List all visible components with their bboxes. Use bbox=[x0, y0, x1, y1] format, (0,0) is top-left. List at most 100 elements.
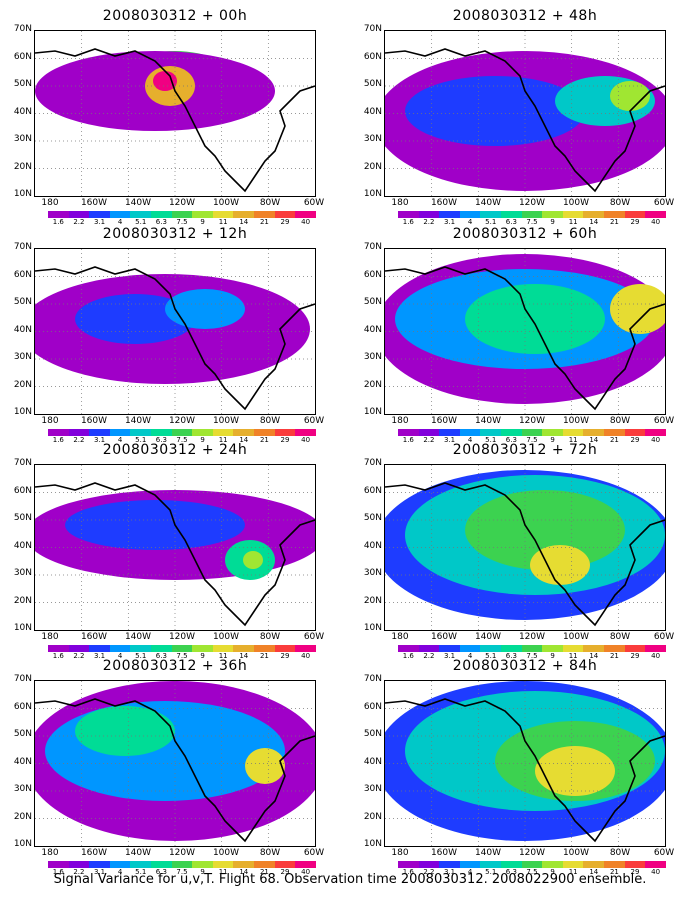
longitude-label: 60W bbox=[303, 198, 325, 208]
colorbar-label: 21 bbox=[609, 652, 619, 660]
coastline bbox=[35, 482, 315, 627]
colorbar-label: 29 bbox=[280, 218, 290, 226]
colorbar-swatch bbox=[274, 861, 296, 868]
longitude-label: 140W bbox=[474, 632, 502, 642]
latitude-label: 40N bbox=[13, 756, 32, 767]
colorbar-swatch bbox=[171, 645, 193, 652]
latitude-label: 70N bbox=[363, 458, 382, 468]
variance-field bbox=[35, 249, 315, 414]
colorbar-swatch bbox=[562, 429, 584, 436]
map-panel: 2008030312 + 12h 70N 60N 50N 40N 30N 20N 10N 180… bbox=[0, 226, 330, 444]
colorbar-swatch bbox=[418, 429, 440, 436]
colorbar-label: 4 bbox=[117, 436, 123, 444]
colorbar-swatch bbox=[48, 645, 69, 652]
colorbar-label: 6.3 bbox=[155, 868, 167, 876]
colorbar-labels: 1.6 2.2 3.1 4 5.1 6.3 7.5 9 11 14 21 29 40 bbox=[48, 436, 316, 446]
colorbar bbox=[398, 211, 666, 218]
colorbar-labels: 1.6 2.2 3.1 4 5.1 6.3 7.5 9 11 14 21 29 40 bbox=[48, 218, 316, 228]
colorbar-swatch bbox=[254, 211, 275, 218]
colorbar-label: 7.5 bbox=[176, 652, 188, 660]
panel-title: 2008030312 + 00h bbox=[102, 8, 248, 24]
colorbar-label: 11 bbox=[568, 218, 578, 226]
colorbar-label: 3.1 bbox=[443, 868, 456, 876]
colorbar-label: 9 bbox=[550, 436, 555, 444]
longitude-label: 100W bbox=[212, 848, 240, 858]
colorbar-label: 1.6 bbox=[52, 868, 64, 876]
colorbar-swatch bbox=[439, 211, 460, 218]
map-panel: 2008030312 + 48h 70N 60N 50N 40N 30N 20N 10N 180… bbox=[350, 8, 680, 226]
colorbar-swatch bbox=[398, 211, 419, 218]
longitude-label: 180 bbox=[391, 416, 409, 426]
colorbar-swatch bbox=[459, 211, 481, 218]
coastline bbox=[385, 698, 665, 843]
variance-field bbox=[35, 465, 315, 630]
latitude-label: 20N bbox=[13, 379, 32, 390]
colorbar-swatch bbox=[398, 861, 419, 868]
colorbar-label: 1.6 bbox=[402, 218, 414, 226]
colorbar-swatch bbox=[480, 429, 502, 436]
longitude-label: 180 bbox=[41, 848, 59, 858]
coastline bbox=[385, 48, 665, 193]
colorbar-swatch bbox=[604, 211, 625, 218]
longitude-label: 180 bbox=[41, 198, 59, 208]
longitude-label: 100W bbox=[562, 632, 590, 642]
longitude-label: 80W bbox=[259, 632, 281, 642]
colorbar-swatch bbox=[48, 861, 69, 868]
colorbar-swatch bbox=[109, 861, 131, 868]
colorbar-label: 29 bbox=[280, 652, 290, 660]
colorbar-label: 2.2 bbox=[423, 868, 435, 876]
longitude-label: 120W bbox=[168, 848, 196, 858]
latitude-label: 70N bbox=[13, 674, 32, 684]
colorbar-swatch bbox=[439, 429, 460, 436]
latitude-label: 50N bbox=[13, 513, 32, 523]
longitude-label: 160W bbox=[80, 198, 108, 208]
colorbar-swatch bbox=[439, 861, 460, 868]
map-panel: 2008030312 + 72h 70N 60N 50N 40N 30N 20N 10N 180… bbox=[350, 442, 680, 660]
colorbar-label: 9 bbox=[550, 652, 555, 660]
colorbar-label: 9 bbox=[550, 868, 555, 876]
colorbar-swatch bbox=[418, 645, 440, 652]
colorbar-swatch bbox=[130, 645, 152, 652]
variance-contour bbox=[75, 706, 175, 756]
colorbar-label: 3.1 bbox=[93, 436, 106, 444]
colorbar-label: 9 bbox=[200, 868, 205, 876]
colorbar-swatch bbox=[192, 861, 213, 868]
colorbar-label: 21 bbox=[259, 652, 269, 660]
variance-contour bbox=[165, 289, 245, 329]
colorbar-label: 6.3 bbox=[505, 652, 517, 660]
colorbar-swatch bbox=[48, 211, 69, 218]
colorbar-label: 2.2 bbox=[423, 218, 435, 226]
longitude-label: 80W bbox=[609, 416, 631, 426]
colorbar-swatch bbox=[68, 429, 90, 436]
colorbar-swatch bbox=[604, 861, 625, 868]
colorbar-label: 21 bbox=[609, 218, 619, 226]
figure-caption: Signal Variance for u,v,T. Flight 68. Ob… bbox=[53, 872, 647, 887]
map-area bbox=[34, 680, 316, 847]
colorbar-label: 29 bbox=[280, 436, 290, 444]
colorbar-labels: 1.6 2.2 3.1 4 5.1 6.3 7.5 9 11 14 21 29 40 bbox=[398, 218, 666, 228]
colorbar-label: 1.6 bbox=[52, 218, 64, 226]
colorbar-swatch bbox=[398, 645, 419, 652]
panel-title: 2008030312 + 48h bbox=[452, 8, 598, 24]
longitude-label: 160W bbox=[80, 416, 108, 426]
longitude-label: 100W bbox=[212, 198, 240, 208]
longitude-label: 140W bbox=[474, 416, 502, 426]
longitude-label: 140W bbox=[124, 848, 152, 858]
colorbar-swatch bbox=[109, 645, 131, 652]
colorbar-label: 1.6 bbox=[52, 436, 64, 444]
colorbar-swatch bbox=[439, 645, 460, 652]
colorbar-swatch bbox=[418, 211, 440, 218]
colorbar-label: 7.5 bbox=[176, 436, 188, 444]
colorbar-label: 5.1 bbox=[135, 218, 147, 226]
longitude-label: 60W bbox=[653, 632, 675, 642]
colorbar-swatch bbox=[398, 429, 419, 436]
colorbar-label: 14 bbox=[589, 218, 599, 226]
colorbar-swatch bbox=[645, 429, 666, 436]
colorbar-swatch bbox=[459, 861, 481, 868]
colorbar-swatch bbox=[212, 861, 234, 868]
colorbar-label: 14 bbox=[589, 436, 599, 444]
latitude-label: 20N bbox=[13, 595, 32, 606]
colorbar-swatch bbox=[295, 429, 316, 436]
colorbar-label: 11 bbox=[218, 218, 228, 226]
colorbar-label: 21 bbox=[609, 436, 619, 444]
